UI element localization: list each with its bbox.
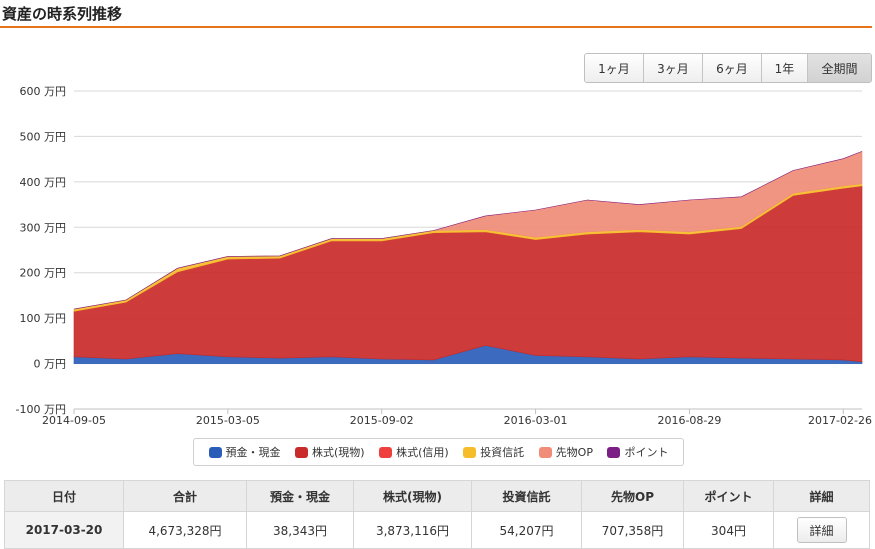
legend-swatch [295, 446, 308, 458]
cell-points: 304円 [683, 511, 774, 549]
column-header-fund: 投資信託 [471, 480, 582, 512]
legend-swatch [208, 446, 222, 458]
y-tick-label: 200 万円 [20, 267, 67, 280]
x-tick-label: 2016-08-29 [657, 414, 721, 427]
title-divider [0, 26, 872, 28]
series-area [73, 151, 863, 310]
y-tick-label: 600 万円 [20, 85, 67, 98]
legend-label: ポイント [624, 446, 669, 459]
legend-item-stock-cash[interactable]: 株式(現物) [295, 444, 365, 460]
cell-fund: 54,207円 [471, 511, 582, 549]
range-button-1-month[interactable]: 1ヶ月 [585, 54, 643, 82]
legend-item-stock-margin[interactable]: 株式(信用) [379, 444, 449, 460]
x-tick-label: 2016-03-01 [504, 414, 568, 427]
x-tick-label: 2014-09-05 [42, 414, 106, 427]
range-button-3-months[interactable]: 3ヶ月 [643, 54, 702, 82]
range-button-1-year[interactable]: 1年 [761, 54, 807, 82]
column-header-stock: 株式(現物) [353, 480, 472, 512]
legend-label: 預金・現金 [225, 446, 281, 459]
legend-swatch [607, 446, 621, 458]
x-tick-label: 2015-03-05 [196, 414, 260, 427]
x-tick-label: 2015-09-02 [350, 414, 414, 427]
legend-item-points[interactable]: ポイント [607, 444, 668, 460]
range-button-6-months[interactable]: 6ヶ月 [702, 54, 761, 82]
legend-item-cash[interactable]: 預金・現金 [208, 444, 281, 460]
y-tick-label: 400 万円 [20, 176, 67, 189]
legend-item-fund[interactable]: 投資信託 [463, 444, 524, 460]
detail-button[interactable]: 詳細 [796, 517, 847, 543]
column-header-cash: 預金・現金 [246, 480, 354, 512]
legend-swatch [379, 446, 393, 458]
cell-date: 2017-03-20 [4, 511, 124, 549]
table-row: 2017-03-20 4,673,328円 38,343円 3,873,116円… [4, 511, 870, 549]
legend-swatch [463, 446, 477, 458]
cell-detail: 詳細 [773, 511, 870, 549]
asset-summary-table: 日付 合計 預金・現金 株式(現物) 投資信託 先物OP ポイント 詳細 201… [4, 480, 870, 549]
cell-cash: 38,343円 [246, 511, 354, 549]
y-tick-label: 300 万円 [20, 221, 67, 234]
cell-futures: 707,358円 [581, 511, 684, 549]
cell-total: 4,673,328円 [123, 511, 247, 549]
legend-item-futures[interactable]: 先物OP [538, 444, 593, 460]
cell-stock: 3,873,116円 [353, 511, 472, 549]
legend-label: 株式(信用) [396, 446, 449, 459]
column-header-points: ポイント [683, 480, 774, 512]
y-tick-label: -100 万円 [16, 403, 66, 416]
legend-label: 株式(現物) [312, 446, 365, 459]
legend-label: 投資信託 [480, 446, 525, 459]
column-header-futures: 先物OP [581, 480, 684, 512]
page-title: 資産の時系列推移 [2, 5, 123, 23]
column-header-date: 日付 [4, 480, 124, 512]
range-selector: 1ヶ月 3ヶ月 6ヶ月 1年 全期間 [584, 53, 872, 83]
table-header-row: 日付 合計 預金・現金 株式(現物) 投資信託 先物OP ポイント 詳細 [4, 480, 870, 512]
column-header-total: 合計 [123, 480, 247, 512]
y-tick-label: 0 万円 [34, 358, 67, 371]
legend-label: 先物OP [555, 446, 593, 459]
x-tick-label: 2017-02-26 [808, 414, 872, 427]
y-tick-label: 500 万円 [20, 130, 67, 143]
column-header-detail: 詳細 [773, 480, 870, 512]
y-tick-label: 100 万円 [20, 312, 67, 325]
chart-legend: 預金・現金 株式(現物) 株式(信用) 投資信託 先物OP ポイント [193, 438, 684, 466]
asset-history-chart: 600 万円 500 万円 400 万円 300 万円 200 万円 100 万円 0 万円… [16, 85, 872, 427]
legend-swatch [538, 446, 552, 458]
range-button-all-time[interactable]: 全期間 [807, 54, 871, 82]
